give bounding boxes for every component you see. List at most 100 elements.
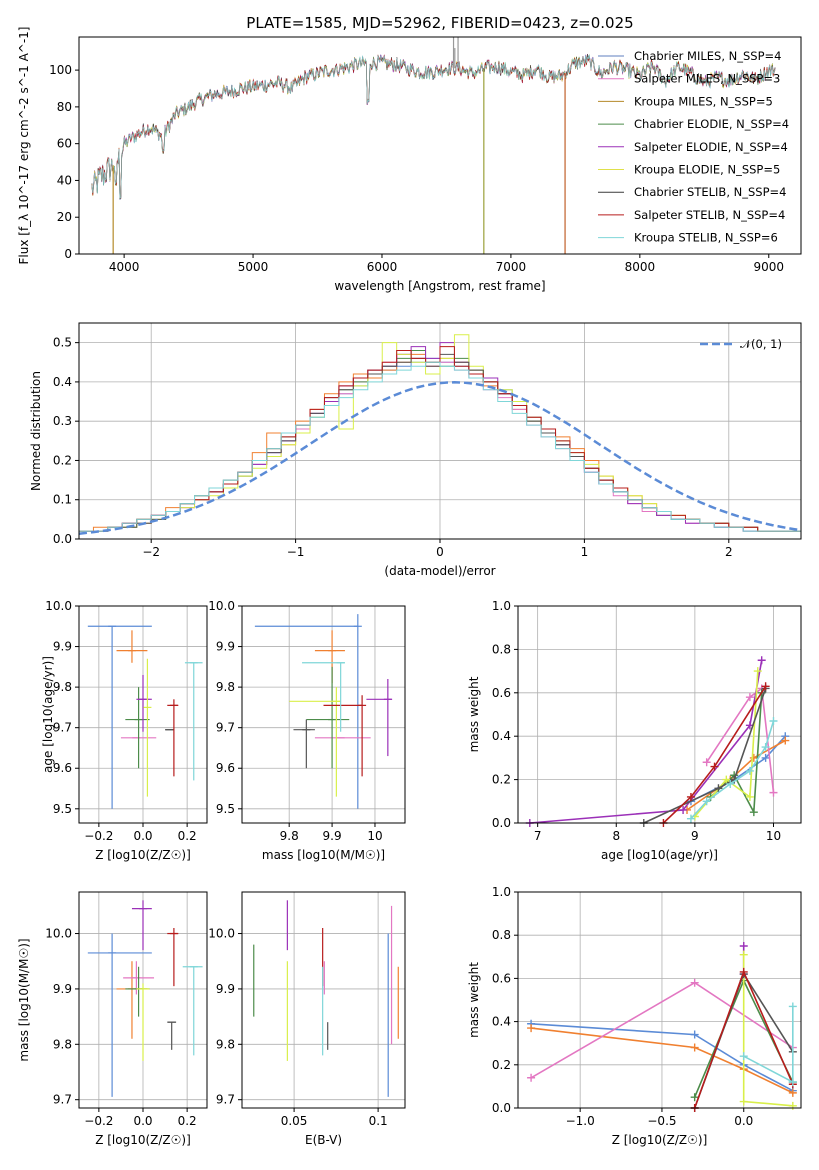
series-line-9 <box>690 720 775 820</box>
normal-curve <box>79 381 801 535</box>
error-bar-4 <box>306 666 350 769</box>
x-tick-label: 9.8 <box>280 829 299 843</box>
plus-marker <box>788 1101 797 1110</box>
x-tick-label: 7000 <box>496 260 527 274</box>
y-tick-label: 60 <box>57 137 72 151</box>
y-tick-label: 9.8 <box>53 680 72 694</box>
series-line-9 <box>743 1006 794 1084</box>
series-line-2 <box>686 739 786 811</box>
plus-marker <box>739 950 748 959</box>
plus-marker <box>745 766 754 775</box>
error-bar-6 <box>143 658 152 797</box>
axes-frame <box>78 322 802 540</box>
y-tick-label: 0.8 <box>492 928 511 942</box>
plus-marker <box>739 942 748 950</box>
error-bar-1 <box>254 614 362 809</box>
mass-vs-metallicity-panel: −0.2 0.0 0.2 9.7 9.8 9.9 10.0 Z [log10(Z/Z☉)] ma… <box>17 891 208 1147</box>
y-tick-label: 9.8 <box>216 680 235 694</box>
y-tick-label: 9.6 <box>53 761 72 775</box>
plus-marker <box>757 656 766 665</box>
error-bar-7 <box>293 719 315 769</box>
plus-marker <box>761 753 770 762</box>
y-axis-label: Normed distribution <box>29 371 43 491</box>
x-axis-label: Z [log10(Z/Z☉)] <box>612 1133 708 1147</box>
y-tick-label: 0.4 <box>53 375 72 389</box>
x-tick-label: 8000 <box>625 260 656 274</box>
plus-marker <box>739 1052 748 1061</box>
x-axis-label: age [log10(age/yr)] <box>601 848 718 862</box>
x-tick-label: 0.0 <box>133 829 152 843</box>
y-tick-label: 9.5 <box>216 802 235 816</box>
x-tick-label: 0.05 <box>281 1114 308 1128</box>
legend-label-8: Salpeter STELIB, N_SSP=4 <box>634 208 785 222</box>
plus-marker <box>745 693 754 702</box>
y-tick-label: 1.0 <box>492 885 511 899</box>
error-bar-4 <box>125 687 150 769</box>
age-vs-mass-panel: 9.8 9.9 10 9.5 9.6 9.7 9.8 9.9 10.0 mass [log10(M… <box>208 599 406 862</box>
residual-histogram-panel: −2 −1 0 1 2 0.0 0.1 0.2 0.3 0.4 0.5 (data-model)/er… <box>29 322 802 578</box>
x-tick-label: 2 <box>725 545 733 559</box>
y-tick-label: 9.5 <box>53 802 72 816</box>
plus-marker <box>690 978 699 987</box>
y-tick-label: 10.0 <box>208 927 235 941</box>
x-tick-label: 9 <box>691 829 699 843</box>
y-tick-label: 9.9 <box>216 982 235 996</box>
plus-marker <box>702 797 711 806</box>
axes-frame <box>517 891 802 1109</box>
x-axis-label: E(B-V) <box>305 1133 342 1147</box>
y-tick-label: 0.6 <box>492 686 511 700</box>
axes-frame <box>241 605 406 824</box>
plus-marker <box>769 717 778 726</box>
y-tick-label: 0.0 <box>492 816 511 830</box>
y-tick-label: 0.1 <box>53 493 72 507</box>
y-tick-label: 9.7 <box>53 1093 72 1107</box>
y-tick-label: 0.0 <box>492 1101 511 1115</box>
x-axis-label: wavelength [Angstrom, rest frame] <box>334 279 545 293</box>
spectrum-panel: 4000 5000 6000 7000 8000 9000 0 20 40 60 80 100 wave… <box>17 14 802 293</box>
plus-marker <box>714 784 723 793</box>
x-tick-label: 0.0 <box>133 1114 152 1128</box>
plus-marker <box>788 1078 797 1087</box>
y-tick-label: 9.7 <box>216 721 235 735</box>
x-tick-label: −1.0 <box>566 1114 595 1128</box>
series-line-1 <box>531 1023 794 1092</box>
plus-marker <box>745 792 754 801</box>
x-tick-label: 0.2 <box>178 1114 197 1128</box>
y-tick-label: 0.4 <box>492 729 511 743</box>
plus-marker <box>726 779 735 788</box>
plus-marker <box>686 814 695 823</box>
plus-marker <box>690 1043 699 1052</box>
plus-marker <box>753 667 762 676</box>
error-bar-9 <box>184 662 203 781</box>
y-axis-label: mass weight <box>467 962 481 1038</box>
chart-title: PLATE=1585, MJD=52962, FIBERID=0423, z=0… <box>246 14 633 32</box>
y-tick-label: 9.7 <box>53 721 72 735</box>
mass-weight-vs-age-panel: 7 8 9 10 0.0 0.2 0.4 0.6 0.8 1.0 age [log10(age/yr… <box>467 599 802 862</box>
legend-label-7: Chabrier STELIB, N_SSP=4 <box>634 185 786 199</box>
plot-area <box>79 334 801 539</box>
plus-marker <box>690 1030 699 1039</box>
plus-marker <box>710 762 719 771</box>
axes-frame <box>517 605 802 824</box>
y-tick-label: 0 <box>64 247 72 261</box>
error-bar-4 <box>125 966 150 1017</box>
error-bar-5 <box>366 679 393 757</box>
x-axis-label: (data-model)/error <box>384 564 495 578</box>
plus-marker <box>690 1093 699 1102</box>
x-tick-label: −0.2 <box>84 829 113 843</box>
error-bar-7 <box>167 1021 177 1050</box>
series-line-5 <box>529 660 763 824</box>
y-tick-label: 9.7 <box>216 1093 235 1107</box>
legend-label-normal: 𝒩(0, 1) <box>740 337 782 351</box>
x-tick-label: 0 <box>436 545 444 559</box>
y-tick-label: 9.9 <box>216 640 235 654</box>
y-axis-label: age [log10(age/yr)] <box>41 656 55 773</box>
x-tick-label: 7 <box>534 829 542 843</box>
x-tick-label: 0.0 <box>734 1114 753 1128</box>
error-bar-2 <box>116 630 148 663</box>
x-tick-label: 9000 <box>753 260 784 274</box>
plus-marker <box>749 808 758 817</box>
y-axis-label: mass [log10(M/M☉)] <box>17 938 31 1061</box>
y-tick-label: 9.9 <box>53 982 72 996</box>
axes-frame <box>241 891 406 1109</box>
